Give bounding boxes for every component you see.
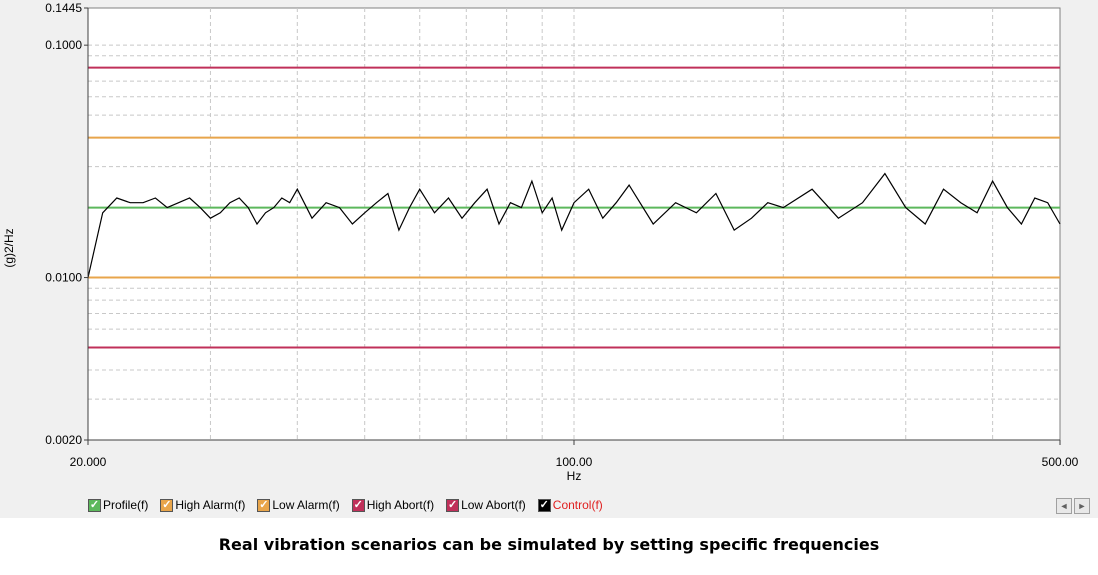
scroll-right-button[interactable]: ► [1074, 498, 1090, 514]
checkbox-checked-icon[interactable]: ✓ [160, 498, 174, 512]
legend-item[interactable]: ✓ Low Alarm(f) [257, 498, 340, 512]
y-axis-title: (g)2/Hz [2, 228, 16, 267]
legend-item[interactable]: ✓ High Alarm(f) [160, 498, 245, 512]
chart-window: 0.1445 0.1000 0.0100 0.0020 20.000 100.00 500.… [0, 0, 1098, 518]
legend-scroll: ◄ ► [1054, 498, 1090, 514]
x-axis-title: Hz [567, 469, 582, 483]
chart-plot: 0.1445 0.1000 0.0100 0.0020 20.000 100.00 500.… [2, 1, 1079, 483]
figure-caption: Real vibration scenarios can be simulate… [218, 535, 880, 554]
legend-item[interactable]: ✓ Profile(f) [88, 498, 148, 512]
y-tick-label: 0.1445 [45, 1, 82, 15]
y-tick-label: 0.0100 [45, 271, 82, 285]
x-tick-label: 100.00 [556, 455, 593, 469]
legend-item[interactable]: ✓ Control(f) [537, 498, 603, 512]
series-control-line [87, 172, 1061, 278]
x-tick-label: 500.00 [1042, 455, 1079, 469]
legend-label: Low Abort(f) [461, 498, 526, 512]
checkbox-checked-icon[interactable]: ✓ [257, 498, 271, 512]
y-tick-label: 0.0020 [45, 433, 82, 447]
legend-label: High Alarm(f) [175, 498, 246, 512]
legend-label: High Abort(f) [366, 498, 435, 512]
x-tick-label: 20.000 [70, 455, 107, 469]
checkbox-checked-icon[interactable]: ✓ [351, 498, 365, 512]
legend-label: Profile(f) [103, 498, 149, 512]
legend-label: Low Alarm(f) [272, 498, 340, 512]
legend-item[interactable]: ✓ High Abort(f) [351, 498, 435, 512]
scroll-left-button[interactable]: ◄ [1056, 498, 1072, 514]
checkbox-checked-icon[interactable]: ✓ [88, 498, 101, 512]
checkbox-checked-icon[interactable]: ✓ [446, 498, 460, 512]
legend-bar: ✓ Profile(f) ✓ High Alarm(f) ✓ Low Alarm(f) ✓ H… [88, 494, 1062, 516]
y-tick-label: 0.1000 [45, 38, 82, 52]
legend-item[interactable]: ✓ Low Abort(f) [446, 498, 526, 512]
legend-label: Control(f) [552, 498, 603, 512]
checkbox-checked-icon[interactable]: ✓ [537, 498, 551, 512]
